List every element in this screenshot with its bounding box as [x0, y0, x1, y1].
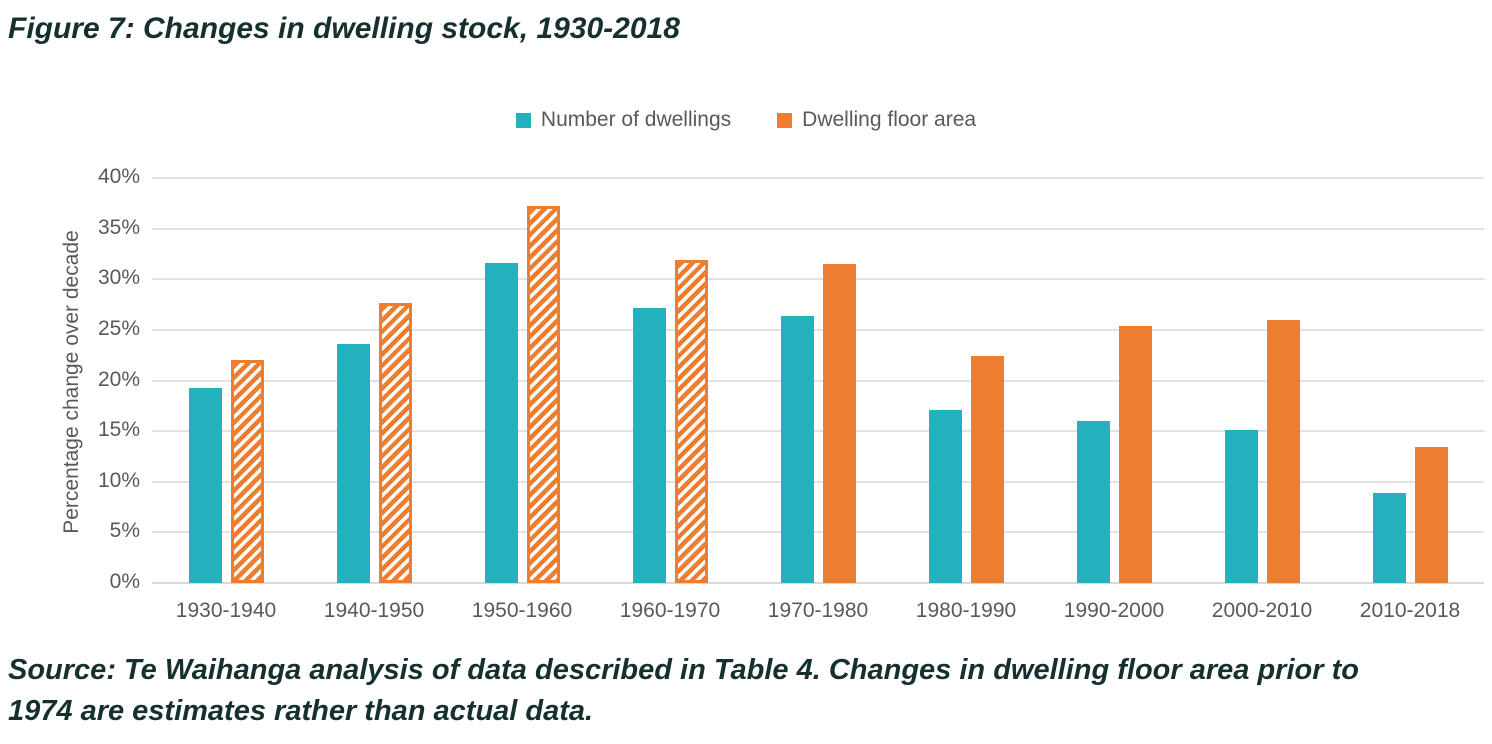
bar-dwelling-floor-area-2010-2018 — [1414, 447, 1448, 583]
gridline — [152, 177, 1484, 179]
bar-dwelling-floor-area-1940-1950 — [378, 302, 412, 583]
y-tick-label: 40% — [97, 165, 140, 188]
bar-group-2000-2010 — [1188, 178, 1336, 583]
figure-title: Figure 7: Changes in dwelling stock, 193… — [8, 12, 680, 45]
bar-group-1970-1980 — [744, 178, 892, 583]
legend-swatch-icon — [515, 112, 531, 128]
source-note-line2: 1974 are estimates rather than actual da… — [8, 695, 594, 727]
gridline — [152, 480, 1484, 483]
bar-number-of-dwellings-1960-1970 — [632, 307, 666, 583]
bar-number-of-dwellings-1950-1960 — [484, 263, 518, 583]
bar-dwelling-floor-area-1960-1970 — [674, 260, 708, 583]
y-tick-label: 15% — [97, 418, 140, 442]
bar-number-of-dwellings-1990-2000 — [1076, 421, 1110, 583]
bar-number-of-dwellings-2000-2010 — [1224, 430, 1258, 583]
plot-area — [152, 177, 1484, 584]
bar-dwelling-floor-area-1950-1960 — [526, 206, 560, 583]
x-tick-label: 1930-1940 — [175, 599, 277, 622]
x-axis-labels: 1930-1940 1940-1950 1950-1960 1960-1970 1970… — [152, 599, 1484, 623]
gridline — [152, 227, 1484, 230]
gridline — [152, 379, 1484, 382]
legend-label: Number of dwellings — [540, 108, 732, 131]
bar-group-1940-1950 — [300, 178, 448, 583]
bar-dwelling-floor-area-1990-2000 — [1118, 325, 1152, 583]
bar-number-of-dwellings-2010-2018 — [1372, 492, 1406, 583]
chart-legend: Number of dwellings Dwelling floor area — [0, 108, 1492, 132]
x-tick-label: 1990-2000 — [1063, 599, 1165, 622]
gridline — [152, 328, 1484, 331]
bar-number-of-dwellings-1940-1950 — [336, 344, 370, 583]
y-tick-label: 35% — [97, 215, 140, 239]
legend-item-0: Number of dwellings — [515, 108, 732, 132]
x-tick-label: 1970-1980 — [767, 599, 869, 622]
x-tick-label: 1980-1990 — [915, 599, 1017, 622]
bar-group-2010-2018 — [1336, 178, 1484, 583]
gridline — [152, 278, 1484, 281]
y-tick-label: 5% — [109, 519, 140, 543]
source-note-line1: Source: Te Waihanga analysis of data des… — [8, 654, 1359, 686]
bar-group-1990-2000 — [1040, 178, 1188, 583]
gridline — [152, 430, 1484, 433]
y-tick-label: 20% — [97, 367, 140, 391]
legend-label: Dwelling floor area — [802, 108, 977, 131]
x-tick-label: 2010-2018 — [1359, 599, 1461, 622]
bar-dwelling-floor-area-1980-1990 — [970, 356, 1004, 583]
bar-group-1950-1960 — [448, 178, 596, 583]
x-tick-label: 1950-1960 — [471, 599, 573, 622]
legend-swatch-icon — [777, 112, 793, 128]
bar-group-1960-1970 — [596, 178, 744, 583]
y-tick-label: 0% — [109, 570, 140, 593]
y-tick-label: 30% — [97, 266, 140, 290]
bar-group-1930-1940 — [152, 178, 300, 583]
bar-dwelling-floor-area-1930-1940 — [230, 360, 264, 583]
bar-number-of-dwellings-1980-1990 — [928, 409, 962, 583]
x-tick-label: 1940-1950 — [323, 599, 425, 622]
source-note: Source: Te Waihanga analysis of data des… — [8, 650, 1488, 732]
x-tick-label: 2000-2010 — [1211, 599, 1313, 622]
bar-dwelling-floor-area-1970-1980 — [822, 264, 856, 583]
bar-number-of-dwellings-1970-1980 — [780, 315, 814, 583]
gridline — [152, 531, 1484, 534]
bar-number-of-dwellings-1930-1940 — [188, 387, 222, 583]
bar-dwelling-floor-area-2000-2010 — [1266, 319, 1300, 583]
y-tick-label: 10% — [97, 468, 140, 492]
bar-groups — [152, 178, 1484, 583]
legend-item-1: Dwelling floor area — [777, 108, 976, 132]
bar-group-1980-1990 — [892, 178, 1040, 583]
y-tick-label: 25% — [97, 316, 140, 340]
x-tick-label: 1960-1970 — [619, 599, 721, 622]
x-axis-line — [152, 582, 1484, 584]
